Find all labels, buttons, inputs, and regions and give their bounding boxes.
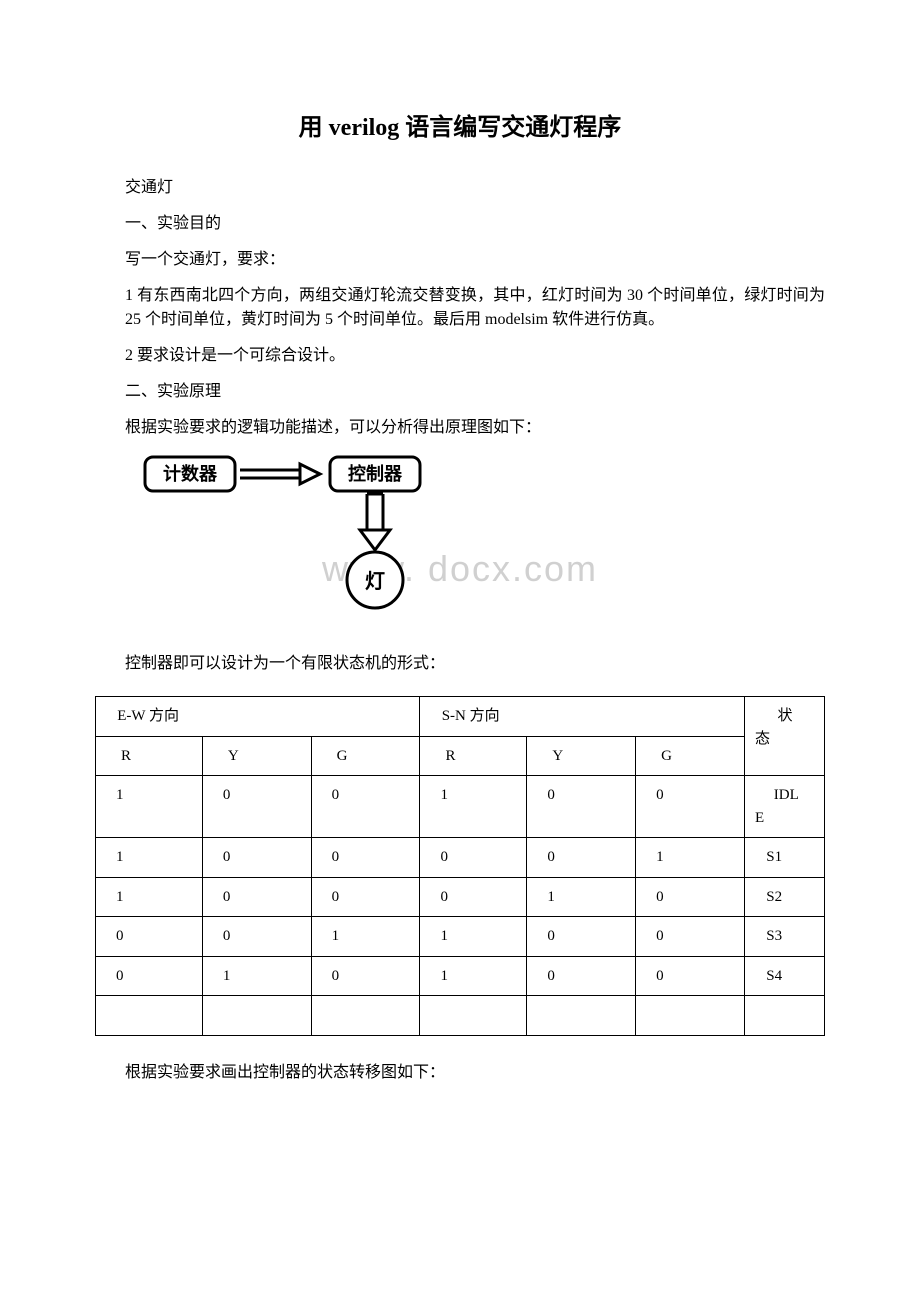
document-title: 用 verilog 语言编写交通灯程序	[95, 110, 825, 146]
table-subheader: R	[96, 736, 203, 776]
table-row: 100010 S2	[96, 877, 825, 917]
table-subheader: Y	[527, 736, 636, 776]
table-cell: 0	[527, 776, 636, 838]
table-cell: 1	[420, 776, 527, 838]
diagram-svg: 计数器 控制器 灯	[135, 452, 515, 622]
table-cell: 0	[527, 838, 636, 878]
table-header-sn: S-N 方向	[420, 697, 745, 737]
table-cell-state: S2	[745, 877, 825, 917]
table-header-state: 状态	[745, 697, 825, 776]
table-cell: 1	[636, 838, 745, 878]
table-cell: 0	[311, 838, 420, 878]
table-cell-state: S4	[745, 956, 825, 996]
paragraph: 1 有东西南北四个方向，两组交通灯轮流交替变换，其中，红灯时间为 30 个时间单…	[125, 284, 825, 332]
table-cell: 0	[202, 877, 311, 917]
table-cell: 0	[202, 776, 311, 838]
block-diagram: www. docx.com 计数器 控制器 灯	[95, 452, 825, 632]
table-cell: 0	[202, 838, 311, 878]
table-cell: 0	[527, 917, 636, 957]
table-subheader: G	[311, 736, 420, 776]
table-cell: 1	[527, 877, 636, 917]
paragraph: 根据实验要求的逻辑功能描述，可以分析得出原理图如下：	[125, 416, 825, 440]
state-table: E-W 方向 S-N 方向 状态 R Y G R Y G 100100 IDLE…	[95, 696, 825, 1036]
paragraph: 控制器即可以设计为一个有限状态机的形式：	[125, 652, 825, 676]
table-cell: 1	[96, 838, 203, 878]
paragraph: 交通灯	[125, 176, 825, 200]
paragraph: 二、实验原理	[125, 380, 825, 404]
table-cell: 1	[96, 877, 203, 917]
paragraph: 根据实验要求画出控制器的状态转移图如下：	[125, 1061, 825, 1085]
table-cell: 0	[636, 956, 745, 996]
table-cell: 1	[96, 776, 203, 838]
table-cell: 0	[311, 776, 420, 838]
table-cell-state: IDLE	[745, 776, 825, 838]
table-cell: 1	[202, 956, 311, 996]
table-cell-state: S1	[745, 838, 825, 878]
table-cell: 1	[311, 917, 420, 957]
table-cell: 0	[311, 956, 420, 996]
table-header-ew: E-W 方向	[96, 697, 420, 737]
paragraph: 写一个交通灯，要求：	[125, 248, 825, 272]
table-cell: 0	[202, 917, 311, 957]
table-row: 100100 IDLE	[96, 776, 825, 838]
table-cell: 0	[527, 956, 636, 996]
table-row: 100001 S1	[96, 838, 825, 878]
table-cell: 0	[420, 838, 527, 878]
table-cell: 0	[96, 917, 203, 957]
table-cell: 0	[636, 776, 745, 838]
table-cell: 0	[420, 877, 527, 917]
table-cell-state: S3	[745, 917, 825, 957]
counter-box-label: 计数器	[163, 463, 218, 484]
table-cell: 0	[636, 877, 745, 917]
table-subheader: G	[636, 736, 745, 776]
paragraph: 一、实验目的	[125, 212, 825, 236]
table-subheader: R	[420, 736, 527, 776]
table-cell: 1	[420, 956, 527, 996]
table-subheader: Y	[202, 736, 311, 776]
table-row	[96, 996, 825, 1036]
table-cell: 0	[311, 877, 420, 917]
table-row: 010100 S4	[96, 956, 825, 996]
paragraph: 2 要求设计是一个可综合设计。	[125, 344, 825, 368]
table-cell: 1	[420, 917, 527, 957]
table-cell: 0	[636, 917, 745, 957]
table-cell: 0	[96, 956, 203, 996]
controller-box-label: 控制器	[348, 463, 403, 484]
table-row: 001100 S3	[96, 917, 825, 957]
light-circle-label: 灯	[365, 570, 385, 593]
